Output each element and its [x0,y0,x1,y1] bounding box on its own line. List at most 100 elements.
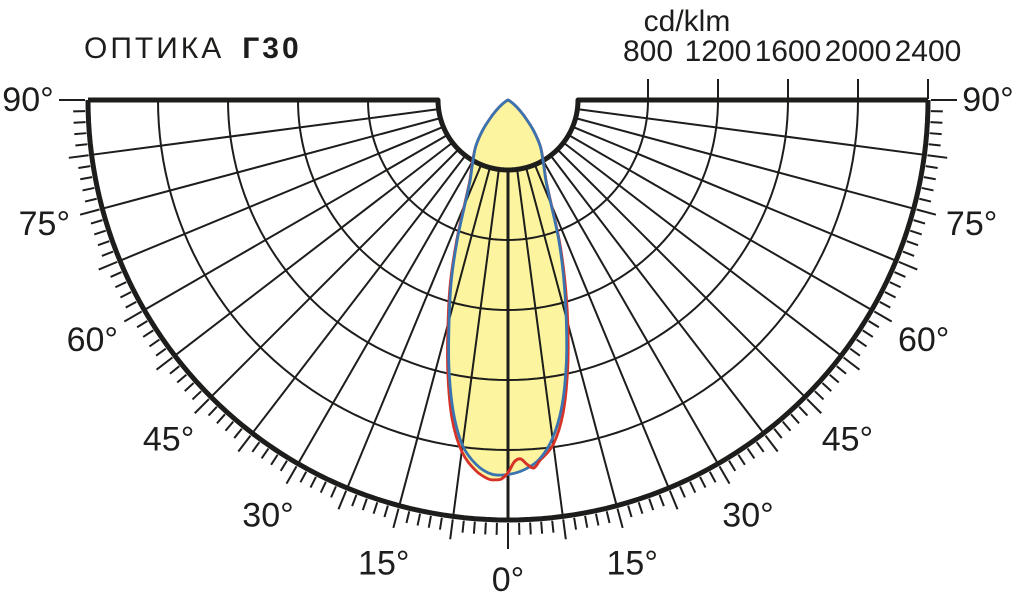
angle-label--30: 30° [242,497,293,535]
minor-tick [909,229,923,236]
minor-tick [925,165,938,170]
angle-ticks [59,99,957,549]
radial-gridline [542,160,719,465]
minor-tick [637,501,644,515]
curve-red-curve-overlay [499,457,541,481]
minor-tick [755,441,765,453]
minor-tick [921,186,934,192]
minor-tick [472,521,476,534]
angle-label--90: 90° [2,81,53,119]
minor-tick [97,240,110,247]
major-tick [927,154,948,159]
major-tick [562,519,567,540]
radial-gridline [119,125,444,262]
minor-tick [856,338,868,348]
minor-tick [658,494,665,507]
radial-gridline [533,164,670,489]
minor-tick [484,522,487,535]
minor-tick [746,448,756,460]
minor-tick [319,481,327,494]
minor-tick [919,197,932,203]
radial-gridline [562,141,842,357]
minor-tick [142,329,154,338]
angle-label-15: 15° [607,545,658,583]
minor-tick [540,521,544,534]
minor-tick [884,291,897,299]
minor-tick [90,219,103,225]
minor-tick [699,476,707,489]
angle-label--60: 60° [67,321,118,359]
major-tick [194,398,210,414]
polar-grid [85,97,931,523]
minor-tick [119,291,132,299]
minor-tick [836,365,847,375]
minor-tick [923,176,936,181]
major-tick [616,508,624,529]
angle-label-75: 75° [946,205,997,243]
minor-tick [427,515,432,528]
radial-gridline [297,160,474,465]
minor-tick [416,513,422,526]
major-tick [285,465,298,485]
minor-tick [737,454,746,466]
minor-tick [251,441,261,453]
minor-tick [594,513,600,526]
major-tick [155,356,174,371]
angle-label-30: 30° [722,497,773,535]
major-tick [764,434,779,453]
minor-tick [361,498,368,511]
minor-tick [101,250,114,257]
radial-gridline [556,148,806,398]
radial-gridline [516,169,564,517]
major-tick [916,208,937,216]
angle-label-60: 60° [898,321,949,359]
radial-gridline [143,134,448,311]
minor-tick [114,281,127,289]
radial-gridline [549,154,765,434]
minor-tick [728,460,737,472]
major-tick [449,519,454,540]
angle-label-0: 0° [492,561,525,599]
radial-gridline [575,117,914,210]
minor-tick [821,382,832,392]
minor-tick [93,229,107,236]
minor-tick [372,501,379,515]
minor-tick [351,494,358,507]
radial-gridline [251,154,467,434]
angle-label--15: 15° [358,545,409,583]
radial-gridline [572,125,897,262]
radial-gridline [452,169,500,517]
diagram-title: ОПТИКА Г30 [84,34,302,64]
radial-gridline [525,167,618,506]
angle-label--75: 75° [19,205,70,243]
labels: 800 1200 1600 2000 2400 cd/klm 90° 75° 60° 45° 30°… [2,5,1013,599]
minor-tick [80,176,93,181]
scale-label-2000: 2000 [825,35,892,68]
radial-gridline [398,167,491,506]
minor-tick [169,365,180,375]
minor-tick [829,373,840,384]
radial-gridline [210,148,460,398]
major-tick [79,208,100,216]
minor-tick [648,498,655,511]
minor-tick [136,320,148,329]
minor-tick [233,428,243,439]
minor-tick [551,520,555,533]
minor-tick [781,421,792,432]
minor-tick [529,522,532,535]
major-tick [337,490,348,510]
minor-tick [224,421,235,432]
minor-tick [627,505,633,518]
major-tick [898,260,918,271]
major-tick [806,398,822,414]
minor-tick [689,481,697,494]
minor-tick [862,329,874,338]
title-optics-label: ОПТИКА [84,32,225,65]
angle-label--45: 45° [143,420,194,458]
minor-tick [790,413,800,424]
minor-tick [868,320,880,329]
minor-tick [605,511,611,524]
minor-tick [405,511,411,524]
minor-tick [260,448,270,460]
minor-tick [75,143,88,147]
